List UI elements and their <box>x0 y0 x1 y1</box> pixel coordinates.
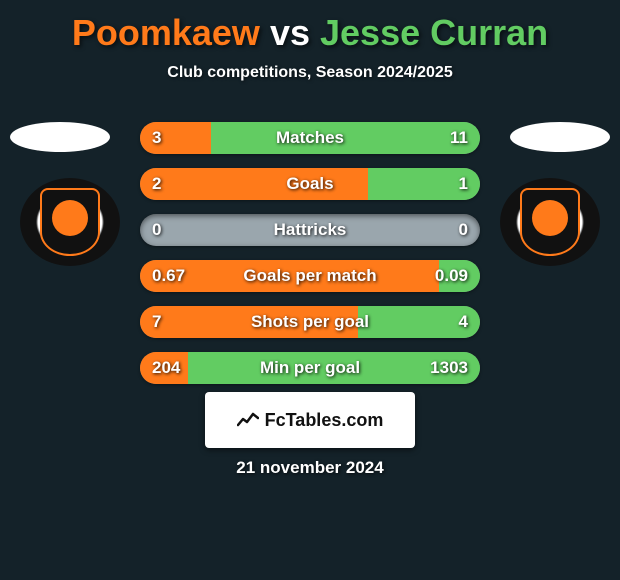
stat-bar: 00Hattricks <box>140 214 480 246</box>
player1-name: Poomkaew <box>72 12 260 53</box>
stat-label: Goals per match <box>140 260 480 292</box>
flag-right <box>510 122 610 152</box>
page-title: Poomkaew vs Jesse Curran <box>0 0 620 54</box>
club-badge-right-inner <box>520 188 580 256</box>
stat-bar: 311Matches <box>140 122 480 154</box>
flag-left <box>10 122 110 152</box>
stat-bar: 21Goals <box>140 168 480 200</box>
player2-name: Jesse Curran <box>320 12 548 53</box>
club-badge-left <box>20 178 120 266</box>
club-badge-left-inner <box>40 188 100 256</box>
brand-icon <box>237 411 259 429</box>
subtitle: Club competitions, Season 2024/2025 <box>0 64 620 82</box>
stat-label: Shots per goal <box>140 306 480 338</box>
stat-label: Min per goal <box>140 352 480 384</box>
stat-bar: 0.670.09Goals per match <box>140 260 480 292</box>
date-line: 21 november 2024 <box>0 458 620 478</box>
vs-text: vs <box>270 12 310 53</box>
stats-rows: 311Matches 21Goals 00Hattricks 0.670.09Goal… <box>140 122 480 398</box>
brand-label: FcTables.com <box>237 410 384 431</box>
stat-bar: 74Shots per goal <box>140 306 480 338</box>
brand-box: FcTables.com <box>205 392 415 448</box>
stat-label: Matches <box>140 122 480 154</box>
stat-label: Goals <box>140 168 480 200</box>
stat-bar: 2041303Min per goal <box>140 352 480 384</box>
club-badge-right <box>500 178 600 266</box>
stat-label: Hattricks <box>140 214 480 246</box>
brand-text: FcTables.com <box>265 410 384 431</box>
